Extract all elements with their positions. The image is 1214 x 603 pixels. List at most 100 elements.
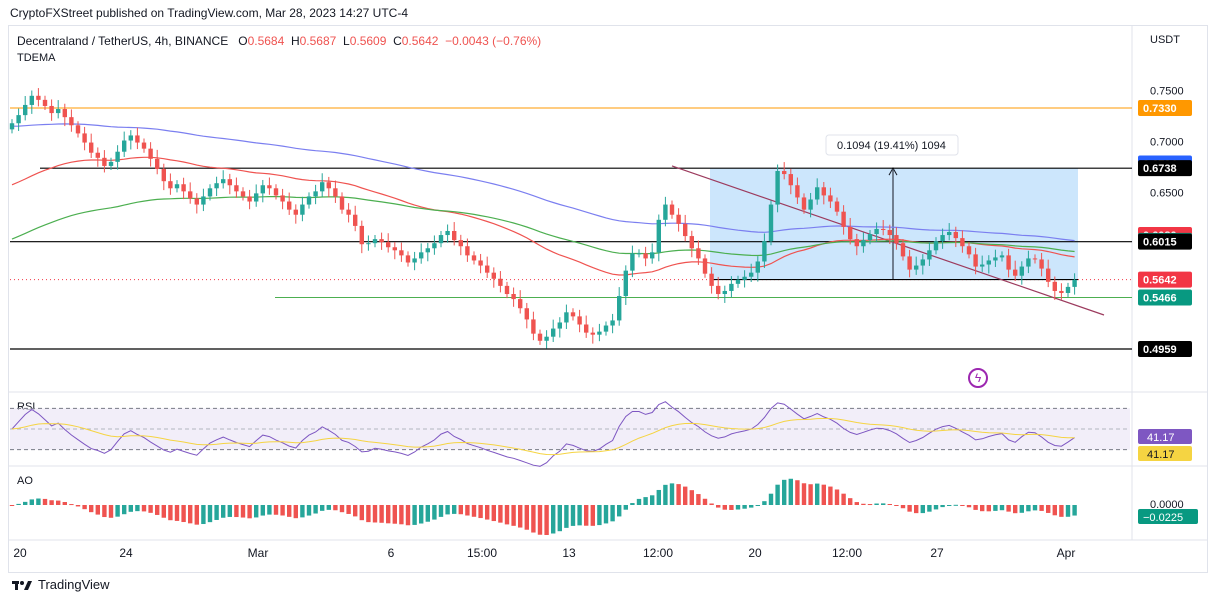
ao-bar — [650, 495, 655, 505]
ao-bar — [874, 503, 879, 505]
candle-body — [570, 312, 576, 317]
candle-body — [1052, 281, 1057, 291]
ao-bar — [128, 505, 133, 512]
candle-body — [709, 273, 714, 286]
ao-bar — [755, 505, 760, 506]
rsi-value-bg — [1138, 429, 1192, 444]
candle-body — [696, 248, 701, 259]
ao-bar — [69, 504, 74, 506]
x-tick-label: Mar — [248, 546, 269, 560]
ao-bar — [366, 505, 371, 523]
ao-bar — [379, 505, 384, 523]
candle-body — [432, 243, 437, 249]
symbol-title[interactable]: Decentraland / TetherUS, 4h, BINANCE — [17, 34, 229, 48]
candle-body — [1019, 266, 1024, 276]
ao-bar — [485, 505, 490, 520]
x-tick-label: 6 — [388, 546, 395, 560]
candle-body — [603, 325, 609, 332]
ao-pane-label[interactable]: AO — [17, 475, 33, 487]
ao-bar — [511, 505, 516, 526]
candle-body — [834, 201, 840, 212]
candle-body — [861, 240, 866, 247]
ao-bar — [181, 505, 186, 523]
ao-bar — [465, 505, 470, 516]
ao-bar — [834, 489, 840, 505]
ao-bar — [993, 505, 998, 511]
candle-body — [221, 179, 226, 184]
open-label: O — [238, 34, 248, 48]
ao-bar — [23, 501, 28, 505]
ao-bar — [161, 505, 166, 518]
indicator-name[interactable]: TDEMA — [17, 52, 56, 64]
ao-bar — [1046, 505, 1051, 513]
ao-bar — [999, 505, 1005, 511]
candle-body — [808, 199, 813, 210]
candle-body — [386, 242, 391, 248]
candle-body — [577, 316, 582, 325]
candle-body — [194, 198, 199, 205]
candle-body — [300, 204, 305, 215]
low-label: L — [343, 34, 350, 48]
candle-body — [465, 246, 470, 256]
x-tick-label: 20 — [748, 546, 762, 560]
ao-bar — [372, 505, 378, 523]
ao-bar — [821, 484, 826, 505]
candle-body — [260, 185, 265, 194]
ao-bar — [29, 499, 34, 505]
ao-bar — [313, 505, 318, 514]
ao-bar — [636, 498, 642, 505]
candle-body — [828, 195, 833, 202]
rsi-ma-value-bg — [1138, 446, 1192, 461]
candle-body — [267, 185, 272, 189]
candle-body — [1032, 258, 1038, 260]
candle-body — [452, 230, 457, 241]
candle-body — [95, 152, 100, 158]
candle-body — [353, 214, 358, 226]
ao-bar — [590, 505, 595, 526]
candle-body — [999, 255, 1005, 258]
ao-bar — [980, 505, 985, 512]
ao-bar — [669, 483, 675, 505]
ao-bar — [551, 505, 556, 534]
candle-body — [801, 197, 807, 210]
ao-bar — [141, 505, 147, 512]
price-label-bg-orange — [1138, 100, 1192, 116]
ao-bar — [630, 503, 635, 505]
candle-body — [702, 258, 708, 274]
candle-body — [584, 324, 589, 333]
measure-tooltip-box — [825, 134, 959, 156]
ao-bar — [702, 498, 708, 505]
candle-body — [214, 183, 219, 189]
ao-bar — [749, 505, 754, 508]
candle-body — [676, 214, 681, 224]
candle-body — [742, 276, 747, 280]
tradingview-footer[interactable]: TradingView — [12, 577, 110, 592]
ao-bar — [933, 505, 939, 510]
candle-body — [900, 243, 906, 257]
ao-bar — [221, 505, 226, 518]
candle-body — [69, 117, 74, 126]
currency-label[interactable]: USDT — [1150, 34, 1180, 46]
price-label-low-support: 0.4959 — [1143, 344, 1177, 356]
ao-bar — [564, 505, 569, 528]
ao-bar — [570, 505, 576, 526]
candle-body — [544, 336, 549, 341]
flash-icon[interactable]: ϟ — [968, 368, 988, 388]
ao-bar — [1019, 505, 1024, 513]
tradingview-logo-icon — [12, 580, 32, 590]
ao-bar — [815, 483, 820, 505]
ao-bar — [471, 505, 477, 517]
candle-body — [36, 95, 41, 100]
ao-bar — [346, 505, 351, 514]
candle-body — [1072, 279, 1077, 287]
ao-bar — [16, 503, 21, 505]
ao-bar — [320, 505, 325, 511]
ao-bar — [353, 505, 358, 517]
rsi-ma-line — [11, 418, 1075, 456]
ao-bar — [584, 505, 589, 526]
ao-bar — [768, 493, 774, 505]
low-value: 0.5609 — [349, 34, 387, 48]
ao-bar — [491, 505, 496, 522]
candle-body — [273, 188, 279, 196]
